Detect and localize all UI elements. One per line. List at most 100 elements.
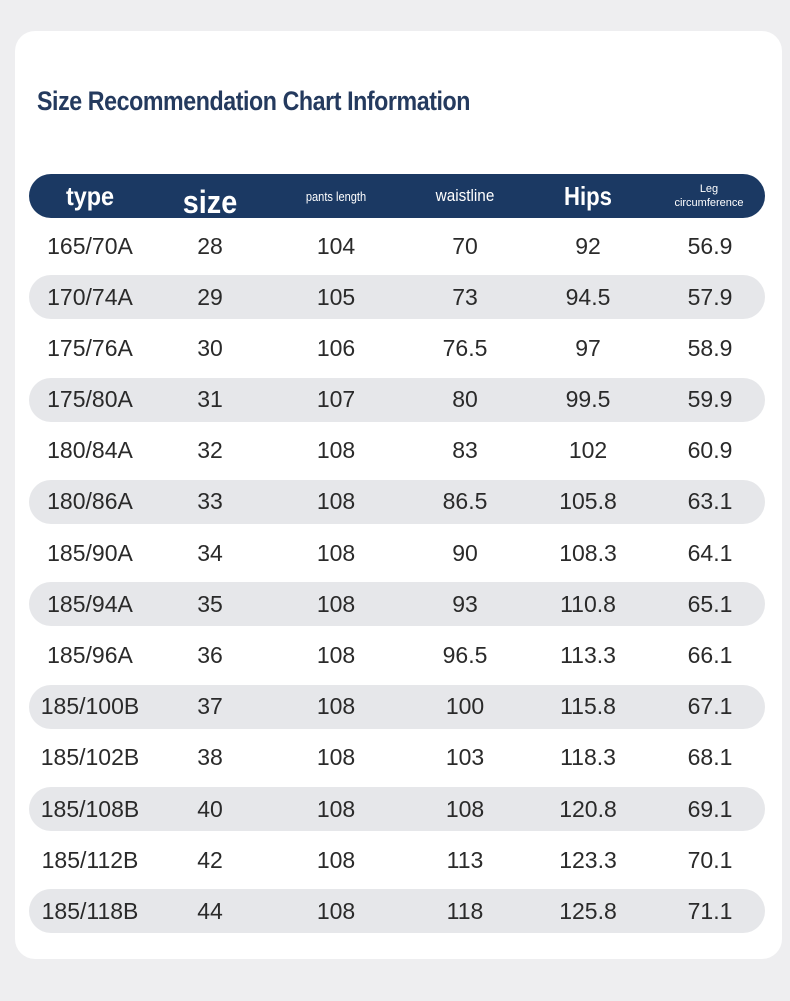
cell-leg-circumference: 67.1 xyxy=(687,693,733,720)
header-pants-length: pants length xyxy=(305,188,367,204)
cell-leg-circumference: 64.1 xyxy=(687,539,733,566)
cell-hips: 105.8 xyxy=(559,488,617,515)
cell-waistline: 73 xyxy=(452,283,478,310)
cell-waistline: 108 xyxy=(445,795,485,822)
table-row: 180/86A 33 108 86.5 105.8 63.1 xyxy=(29,479,765,524)
cell-hips: 94.5 xyxy=(565,283,611,310)
cell-size: 35 xyxy=(197,590,223,617)
cell-type: 165/70A xyxy=(47,232,133,259)
cell-hips: 113.3 xyxy=(560,642,616,668)
table-row: 185/90A 34 108 90 108.3 64.1 xyxy=(29,531,765,575)
cell-size: 42 xyxy=(197,846,223,873)
cell-leg-circumference: 66.1 xyxy=(687,642,733,668)
cell-leg-circumference: 60.9 xyxy=(687,437,733,464)
cell-hips: 92 xyxy=(575,232,601,259)
cell-waistline: 113 xyxy=(446,846,484,873)
table-row: 185/100B 37 108 100 115.8 67.1 xyxy=(29,684,765,729)
cell-hips: 118.3 xyxy=(560,744,616,771)
table-row: 175/80A 31 107 80 99.5 59.9 xyxy=(29,377,765,422)
header-type: type xyxy=(65,180,115,211)
cell-size: 44 xyxy=(197,897,223,924)
cell-pants-length: 108 xyxy=(316,590,356,617)
cell-leg-circumference: 57.9 xyxy=(687,283,733,310)
cell-leg-circumference: 58.9 xyxy=(687,334,733,361)
cell-type: 185/102B xyxy=(40,744,140,771)
header-leg-line1: Leg xyxy=(699,183,719,195)
cell-waistline: 83 xyxy=(452,437,478,464)
table-row: 165/70A 28 104 70 92 56.9 xyxy=(29,224,765,268)
cell-leg-circumference: 59.9 xyxy=(687,386,733,413)
cell-type: 180/84A xyxy=(47,437,133,464)
cell-size: 29 xyxy=(197,283,223,310)
table-header: type size pants length waistline Hips Le… xyxy=(29,174,765,220)
cell-hips: 123.3 xyxy=(559,846,617,873)
table-row: 175/76A 30 106 76.5 97 58.9 xyxy=(29,326,765,370)
cell-size: 37 xyxy=(197,693,223,720)
cell-hips: 102 xyxy=(568,437,608,464)
cell-pants-length: 107 xyxy=(316,386,356,413)
cell-leg-circumference: 65.1 xyxy=(687,590,733,617)
header-leg-line2: circumference xyxy=(674,197,744,209)
cell-waistline: 90 xyxy=(452,539,478,566)
cell-waistline: 93 xyxy=(452,590,478,617)
cell-waistline: 70 xyxy=(452,232,478,259)
cell-hips: 97 xyxy=(575,334,601,361)
page-title: Size Recommendation Chart Information xyxy=(37,86,471,116)
cell-type: 175/76A xyxy=(47,334,133,361)
cell-pants-length: 108 xyxy=(316,437,356,464)
cell-leg-circumference: 63.1 xyxy=(687,488,733,515)
cell-hips: 99.5 xyxy=(565,386,611,413)
cell-hips: 115.8 xyxy=(560,693,616,720)
cell-type: 185/108B xyxy=(40,795,140,822)
cell-size: 40 xyxy=(197,795,223,822)
cell-leg-circumference: 71.1 xyxy=(687,897,733,924)
cell-type: 175/80A xyxy=(47,386,133,413)
cell-waistline: 86.5 xyxy=(442,488,488,515)
cell-size: 28 xyxy=(197,232,223,259)
table-row: 185/108B 40 108 108 120.8 69.1 xyxy=(29,787,765,832)
table-row: 185/118B 44 108 118 125.8 71.1 xyxy=(29,889,765,934)
cell-size: 36 xyxy=(197,642,223,668)
table-row: 185/102B 38 108 103 118.3 68.1 xyxy=(29,736,765,780)
cell-pants-length: 106 xyxy=(316,334,356,361)
cell-type: 185/112B xyxy=(41,846,139,873)
cell-leg-circumference: 69.1 xyxy=(687,795,733,822)
cell-waistline: 96.5 xyxy=(442,642,488,668)
cell-size: 34 xyxy=(197,539,223,566)
header-leg-circumference: Leg circumference xyxy=(659,174,759,218)
cell-size: 38 xyxy=(197,744,223,771)
cell-size: 31 xyxy=(197,386,223,413)
cell-pants-length: 108 xyxy=(316,897,356,924)
cell-type: 185/96A xyxy=(47,642,133,668)
cell-pants-length: 105 xyxy=(316,283,356,310)
header-waistline: waistline xyxy=(435,186,495,205)
cell-leg-circumference: 70.1 xyxy=(687,846,733,873)
cell-pants-length: 108 xyxy=(316,795,356,822)
cell-waistline: 118 xyxy=(446,897,484,924)
cell-type: 185/118B xyxy=(41,897,139,924)
table-row: 185/96A 36 108 96.5 113.3 66.1 xyxy=(29,634,765,678)
table-row: 185/112B 42 108 113 123.3 70.1 xyxy=(29,838,765,882)
cell-hips: 120.8 xyxy=(559,795,617,822)
header-size: size xyxy=(182,183,238,220)
cell-size: 30 xyxy=(197,334,223,361)
cell-pants-length: 108 xyxy=(316,744,356,771)
cell-type: 170/74A xyxy=(47,283,133,310)
cell-pants-length: 108 xyxy=(316,642,356,668)
table-body: 165/70A 28 104 70 92 56.9 170/74A 29 105 73 94.5 57… xyxy=(29,224,765,941)
cell-size: 33 xyxy=(197,488,223,515)
cell-hips: 125.8 xyxy=(559,897,617,924)
cell-hips: 110.8 xyxy=(560,590,616,617)
cell-pants-length: 108 xyxy=(316,693,356,720)
table-row: 170/74A 29 105 73 94.5 57.9 xyxy=(29,275,765,320)
cell-waistline: 80 xyxy=(452,386,478,413)
cell-leg-circumference: 68.1 xyxy=(687,744,733,771)
cell-pants-length: 108 xyxy=(316,539,356,566)
table-row: 180/84A 32 108 83 102 60.9 xyxy=(29,429,765,473)
cell-type: 180/86A xyxy=(47,488,133,515)
cell-type: 185/90A xyxy=(47,539,133,566)
cell-size: 32 xyxy=(197,437,223,464)
cell-hips: 108.3 xyxy=(559,539,617,566)
cell-type: 185/94A xyxy=(47,590,133,617)
cell-waistline: 76.5 xyxy=(442,334,488,361)
